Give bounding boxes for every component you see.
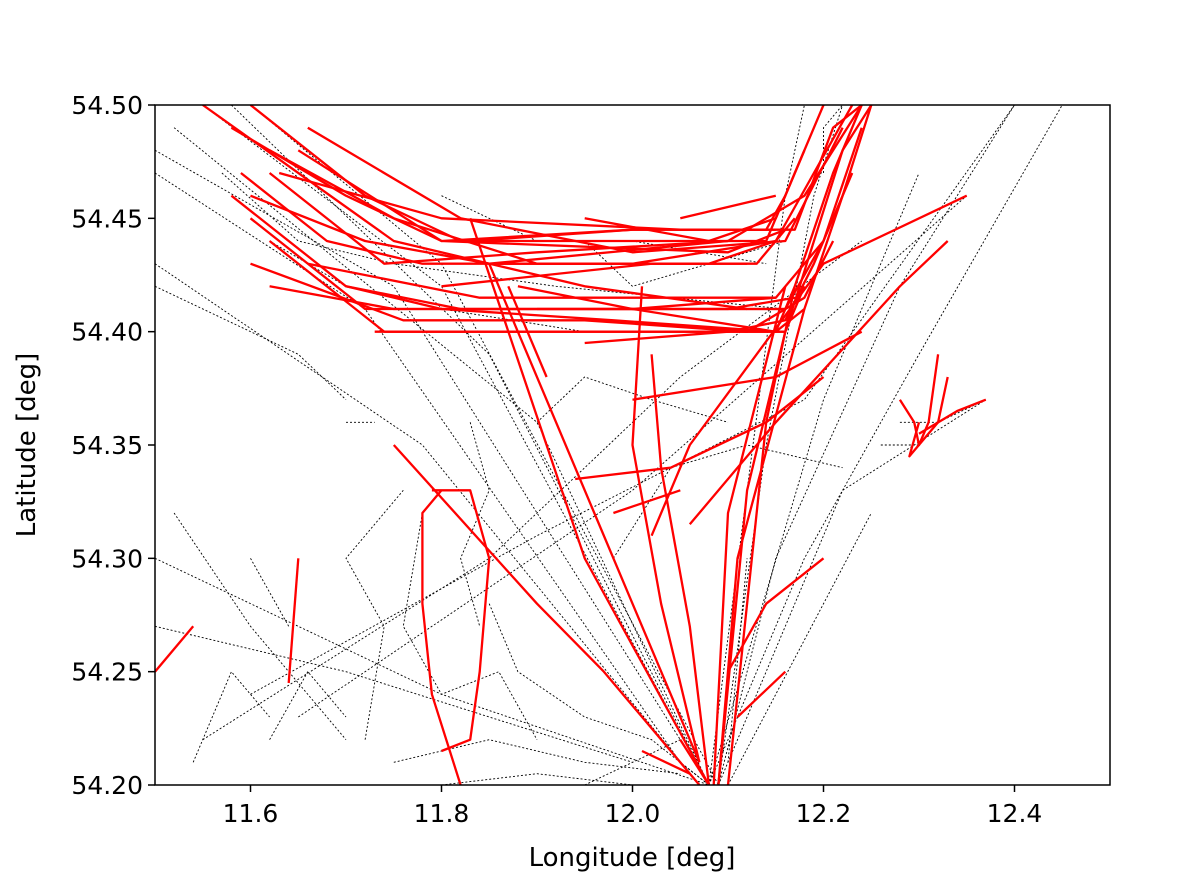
highlighted-track	[421, 489, 462, 785]
background-track	[155, 625, 633, 763]
highlighted-track	[287, 558, 300, 684]
background-track	[717, 105, 844, 785]
highlighted-track	[908, 376, 949, 458]
highlighted-track	[392, 444, 701, 785]
background-track	[717, 105, 1015, 785]
highlighted-track	[688, 240, 949, 526]
background-track	[155, 285, 347, 401]
highlighted-track	[489, 105, 863, 265]
highlighted-track	[374, 285, 806, 333]
background-track	[231, 105, 710, 785]
y-tick-label: 54.25	[71, 658, 143, 687]
background-track	[441, 773, 633, 785]
x-tick-label: 12.2	[796, 799, 852, 828]
x-axis: 11.6 11.8 12.0 12.2 12.4	[223, 785, 1043, 828]
highlighted-track	[441, 262, 748, 288]
y-tick-label: 54.30	[71, 544, 143, 573]
y-axis: 54.20 54.25 54.30 54.35 54.40 54.45 54.50	[71, 91, 155, 800]
background-track	[488, 603, 710, 785]
background-track	[345, 490, 404, 740]
y-axis-label: Latitude [deg]	[12, 353, 42, 538]
y-tick-label: 54.50	[71, 91, 143, 120]
highlighted-track	[240, 172, 776, 265]
y-tick-label: 54.35	[71, 431, 143, 460]
highlighted-track	[918, 398, 987, 435]
background-track	[899, 399, 986, 423]
x-tick-label: 11.8	[414, 799, 470, 828]
x-tick-label: 11.6	[223, 799, 279, 828]
highlighted-track	[297, 149, 786, 254]
highlighted-track	[155, 625, 195, 673]
highlighted-track	[717, 308, 806, 785]
background-track	[250, 558, 290, 627]
highlighted-track	[488, 263, 701, 763]
highlighted-track	[650, 354, 711, 785]
highlighted-track	[469, 217, 710, 785]
highlighted-track	[575, 376, 825, 481]
x-axis-label: Longitude [deg]	[529, 843, 736, 873]
highlighted-track	[507, 285, 548, 378]
highlighted-track	[726, 557, 825, 673]
y-tick-label: 54.20	[71, 771, 143, 800]
highlighted-track	[584, 149, 806, 243]
highlighted-track	[680, 194, 777, 220]
background-track	[708, 172, 920, 785]
highlighted-track	[631, 286, 701, 763]
background-track	[155, 149, 710, 785]
highlighted-track	[641, 749, 691, 775]
highlighted-track	[202, 105, 748, 311]
highlighted-track	[250, 240, 835, 333]
highlighted-track	[431, 489, 491, 753]
x-tick-label: 12.4	[987, 799, 1043, 828]
background-track	[613, 444, 843, 559]
y-tick-label: 54.45	[71, 204, 143, 233]
highlighted-track	[584, 330, 786, 345]
highlighted-track	[712, 286, 787, 785]
background-track	[202, 240, 862, 741]
highlighted-track	[736, 670, 787, 718]
background-track	[192, 671, 270, 763]
background-track	[717, 399, 987, 785]
highlighted-track	[650, 194, 968, 537]
background-track	[402, 512, 538, 740]
highlighted-track	[470, 105, 863, 243]
background-track	[823, 105, 843, 173]
highlighted-track	[679, 739, 710, 785]
background-track	[536, 376, 729, 423]
background-track	[298, 195, 967, 718]
background-track	[269, 671, 347, 740]
highlighted-track	[717, 105, 873, 785]
background-track	[155, 172, 710, 785]
x-tick-label: 12.0	[605, 799, 661, 828]
background-track	[173, 512, 347, 740]
highlighted-track	[632, 330, 863, 401]
background-track	[202, 105, 710, 785]
highlighted-track	[537, 296, 795, 311]
y-tick-label: 54.40	[71, 318, 143, 347]
highlighted-tracks-layer	[155, 105, 987, 785]
background-track	[727, 512, 872, 785]
